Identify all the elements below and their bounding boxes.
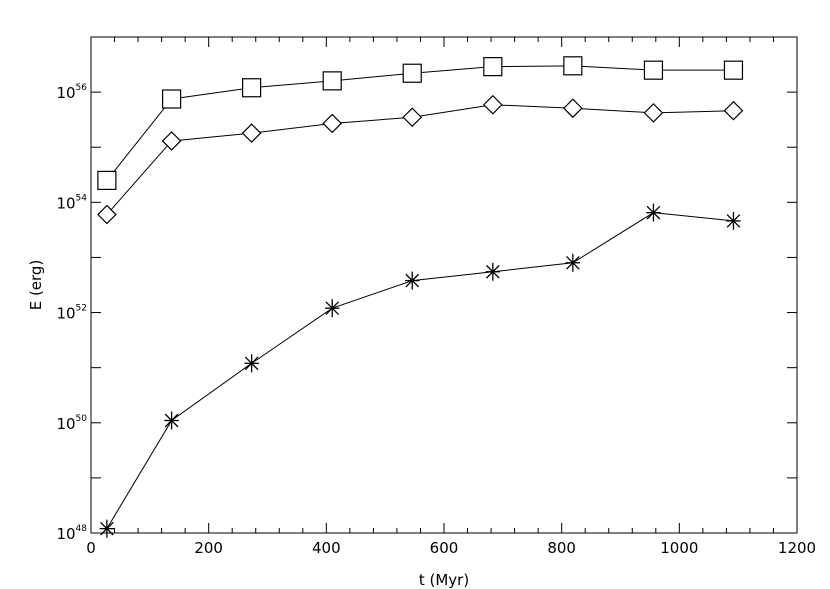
data-point-asterisk xyxy=(244,354,259,373)
data-point-square xyxy=(402,63,422,83)
data-point-asterisk xyxy=(485,262,501,281)
tick-labels: 0 200 400 600 800 1000 12001048105010521054105… xyxy=(56,83,816,557)
y-tick-base: 10 xyxy=(56,84,75,102)
plot-frame xyxy=(90,36,798,534)
data-point-diamond xyxy=(241,123,262,144)
data-point-square xyxy=(242,78,262,98)
plot-frame-layer xyxy=(90,36,798,534)
data-point-diamond xyxy=(723,100,744,121)
data-point-square xyxy=(723,60,744,80)
data-point-asterisk xyxy=(405,271,420,290)
y-axis-label: E (erg) xyxy=(27,260,45,311)
data-point-asterisk xyxy=(726,211,741,230)
y-tick-label: 1052 xyxy=(56,304,87,323)
data-point-asterisk xyxy=(646,203,661,222)
data-point-square xyxy=(483,57,503,77)
data-point-diamond xyxy=(562,98,583,119)
y-tick-exponent: 48 xyxy=(76,524,88,534)
x-tick-label: 400 xyxy=(312,539,341,557)
x-tick-label: 0 xyxy=(86,539,96,557)
x-tick-label: 800 xyxy=(547,539,576,557)
data-point-asterisk xyxy=(325,299,340,318)
y-tick-exponent: 54 xyxy=(76,193,88,203)
data-point-asterisk xyxy=(164,411,179,430)
y-tick-label: 1048 xyxy=(56,524,87,543)
series-square xyxy=(97,56,744,191)
x-tick-label: 600 xyxy=(430,539,459,557)
x-axis-label: t (Myr) xyxy=(419,571,469,589)
y-tick-label: 1056 xyxy=(56,83,87,102)
y-tick-base: 10 xyxy=(56,305,75,323)
data-point-diamond xyxy=(322,113,343,134)
data-point-square xyxy=(563,56,583,76)
x-tick-label: 200 xyxy=(194,539,223,557)
y-tick-exponent: 56 xyxy=(76,83,88,93)
x-tick-label: 1200 xyxy=(778,539,816,557)
x-tick-label: 1000 xyxy=(660,539,698,557)
data-point-diamond xyxy=(402,107,423,128)
y-tick-label: 1054 xyxy=(56,193,87,212)
y-tick-exponent: 50 xyxy=(76,414,88,424)
data-point-asterisk xyxy=(99,519,115,538)
y-tick-exponent: 52 xyxy=(76,304,87,314)
y-tick-base: 10 xyxy=(56,194,75,212)
series-layer xyxy=(97,56,744,538)
y-tick-label: 1050 xyxy=(56,414,87,433)
data-point-square xyxy=(322,71,342,91)
data-point-diamond xyxy=(482,94,503,115)
y-tick-base: 10 xyxy=(56,415,75,433)
series-diamond xyxy=(97,94,744,225)
data-point-square xyxy=(162,89,182,109)
data-point-diamond xyxy=(161,131,182,151)
data-point-square xyxy=(643,60,664,80)
data-point-asterisk xyxy=(565,253,581,272)
data-point-diamond xyxy=(97,204,117,225)
y-tick-base: 10 xyxy=(56,525,75,543)
data-point-square xyxy=(97,170,117,191)
data-point-diamond xyxy=(643,103,664,123)
series-asterisk xyxy=(99,203,741,538)
